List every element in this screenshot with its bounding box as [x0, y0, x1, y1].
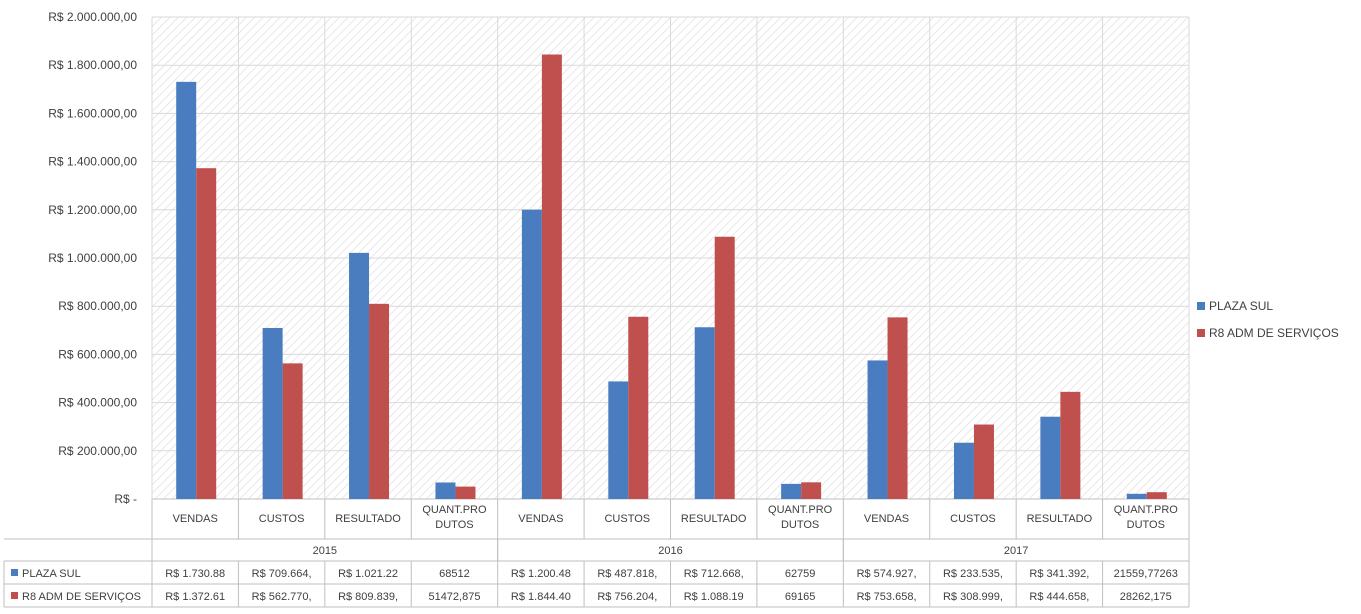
bar	[1040, 416, 1061, 499]
bar	[781, 483, 802, 499]
table-cell: R$ 308.999,	[943, 591, 1003, 603]
table-legend-key	[11, 592, 18, 599]
table-cell: R$ 233.535,	[943, 568, 1003, 580]
table-series-name: PLAZA SUL	[22, 568, 81, 580]
table-cell: R$ 1.844.40	[511, 591, 571, 603]
bar	[521, 209, 542, 499]
bar	[801, 482, 822, 499]
table-cell: R$ 341.392,	[1029, 568, 1089, 580]
table-cell: R$ 756.204,	[597, 591, 657, 603]
y-tick-label: R$ 200.000,00	[58, 444, 137, 458]
legend-item-plaza-sul[interactable]: PLAZA SUL	[1197, 292, 1339, 319]
y-tick-label: R$ 1.000.000,00	[48, 251, 137, 265]
table-cell: 28262,175	[1120, 591, 1172, 603]
bar	[349, 252, 370, 499]
x-category-label: CUSTOS	[604, 513, 650, 525]
legend-item-r8-adm[interactable]: R8 ADM DE SERVIÇOS	[1197, 319, 1339, 346]
bar	[435, 482, 456, 499]
legend: PLAZA SUL R8 ADM DE SERVIÇOS	[1197, 292, 1339, 346]
year-label: 2016	[658, 545, 682, 557]
table-cell: 51472,875	[428, 591, 480, 603]
table-cell: R$ 753.658,	[857, 591, 917, 603]
year-label: 2017	[1004, 545, 1028, 557]
bar	[455, 486, 476, 499]
y-tick-label: R$ 1.200.000,00	[48, 203, 137, 217]
y-tick-label: R$ 1.800.000,00	[48, 58, 137, 72]
legend-swatch-r8-adm	[1197, 328, 1205, 337]
x-category-label: VENDAS	[518, 513, 563, 525]
table-cell: R$ 1.200.48	[511, 568, 571, 580]
bar	[262, 327, 283, 499]
x-category-label: RESULTADO	[1027, 513, 1093, 525]
y-tick-label: R$ 600.000,00	[58, 347, 137, 361]
x-category-label: VENDAS	[173, 513, 218, 525]
table-cell: R$ 1.372.61	[165, 591, 225, 603]
bar	[541, 54, 562, 499]
x-category-label: RESULTADO	[335, 513, 401, 525]
table-cell: 62759	[785, 568, 816, 580]
y-tick-label: R$ 800.000,00	[58, 299, 137, 313]
bar	[1126, 493, 1147, 499]
table-legend-key	[11, 569, 18, 576]
legend-label-plaza-sul: PLAZA SUL	[1209, 298, 1274, 313]
table-cell: R$ 487.818,	[597, 568, 657, 580]
bar	[694, 327, 715, 499]
table-cell: R$ 709.664,	[252, 568, 312, 580]
bar	[1146, 492, 1167, 499]
bar	[628, 316, 649, 499]
table-series-name: R8 ADM DE SERVIÇOS	[22, 591, 141, 603]
bar	[887, 317, 908, 499]
table-cell: R$ 574.927,	[857, 568, 917, 580]
table-cell: R$ 712.668,	[684, 568, 744, 580]
y-tick-label: R$ 2.000.000,00	[48, 10, 137, 24]
table-cell: R$ 809.839,	[338, 591, 398, 603]
x-category-label: VENDAS	[864, 513, 909, 525]
table-cell: R$ 562.770,	[252, 591, 312, 603]
x-category-label: CUSTOS	[259, 513, 305, 525]
table-cell: R$ 1.088.19	[684, 591, 744, 603]
bar	[176, 81, 197, 500]
bar	[1060, 391, 1081, 499]
y-tick-label: R$ 1.600.000,00	[48, 106, 137, 120]
year-label: 2015	[313, 545, 337, 557]
table-cell: 68512	[439, 568, 470, 580]
table-cell: R$ 1.730.88	[165, 568, 225, 580]
bar	[369, 303, 390, 499]
legend-swatch-plaza-sul	[1197, 301, 1205, 310]
bar	[196, 168, 217, 499]
bar	[973, 424, 994, 499]
bar	[714, 236, 735, 499]
x-category-label: QUANT.PRO DUTOS	[422, 504, 487, 531]
y-tick-label: R$ 1.400.000,00	[48, 155, 137, 169]
table-cell: R$ 444.658,	[1029, 591, 1089, 603]
x-category-label: CUSTOS	[950, 513, 996, 525]
bar	[282, 363, 303, 499]
table-cell: 21559,77263	[1114, 568, 1178, 580]
legend-label-r8-adm: R8 ADM DE SERVIÇOS	[1209, 325, 1339, 340]
table-cell: R$ 1.021.22	[338, 568, 398, 580]
x-category-label: RESULTADO	[681, 513, 747, 525]
x-category-label: QUANT.PRO DUTOS	[1114, 504, 1179, 531]
table-cell: 69165	[785, 591, 816, 603]
x-category-label: QUANT.PRO DUTOS	[768, 504, 833, 531]
bar	[608, 381, 629, 499]
bar	[953, 442, 974, 499]
y-tick-label: R$ -	[114, 492, 137, 506]
y-tick-label: R$ 400.000,00	[58, 396, 137, 410]
bar	[867, 360, 888, 499]
